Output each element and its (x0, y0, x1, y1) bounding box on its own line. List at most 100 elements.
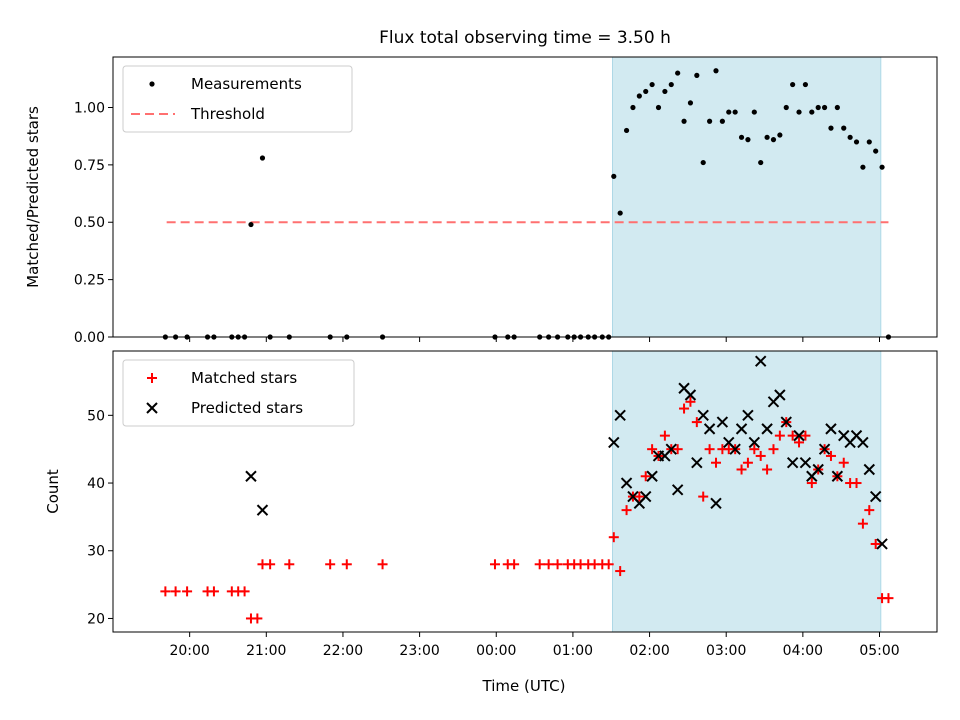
matched-star-marker (883, 593, 894, 604)
marker-stroke (786, 457, 799, 469)
measurement-point (815, 104, 821, 111)
matched-star-marker (838, 457, 849, 468)
predicted-star-marker (646, 470, 658, 482)
measurement-point (636, 93, 642, 99)
matched-star-marker (762, 464, 773, 475)
y-axis-label: Matched/Predicted stars (24, 106, 42, 288)
measurement-point (700, 159, 706, 166)
matched-star-marker (341, 559, 352, 570)
marker-stroke (869, 490, 882, 503)
predicted-star-marker (754, 355, 767, 367)
marker-stroke (793, 429, 805, 442)
marker-stroke (838, 429, 850, 442)
predicted-star-marker (876, 538, 888, 550)
matched-star-marker (672, 444, 683, 455)
measurement-point (719, 118, 725, 124)
matched-star-marker (160, 586, 171, 597)
measurement-point (662, 88, 668, 95)
matched-star-marker (787, 430, 798, 441)
measurement-point (834, 104, 840, 111)
measurement-point (259, 155, 266, 161)
measurement-point (630, 104, 636, 111)
predicted-star-marker (608, 436, 620, 449)
marker-stroke (831, 470, 844, 482)
x-tick-label: 05:00 (859, 643, 899, 659)
measurement-point (611, 173, 617, 179)
measurement-point (770, 137, 777, 143)
matched-star-marker (615, 566, 626, 577)
matched-star-marker (698, 491, 709, 502)
series-matched-stars (160, 396, 894, 624)
marker-stroke (774, 389, 786, 401)
predicted-star-marker (761, 423, 773, 435)
measurement-point (860, 164, 866, 170)
y-tick-label: 30 (87, 544, 105, 560)
marker-stroke (754, 355, 767, 367)
legend-label: Measurements (191, 75, 302, 93)
marker-stroke (256, 504, 269, 516)
matched-star-marker (608, 532, 619, 543)
matched-star-marker (534, 559, 545, 570)
predicted-star-marker (742, 409, 754, 422)
x-tick-label: 20:00 (169, 643, 209, 659)
matched-star-marker (679, 403, 690, 414)
predicted-star-marker (825, 423, 837, 435)
matched-star-marker (710, 457, 721, 468)
predicted-star-marker (710, 497, 722, 510)
predicted-star-marker (691, 457, 703, 469)
legend-label: Predicted stars (191, 399, 303, 417)
y-tick-label: 1.00 (74, 100, 105, 116)
x-tick-label: 01:00 (553, 643, 593, 659)
matched-star-marker (851, 478, 862, 489)
measurement-point (802, 81, 809, 88)
x-tick-label: 02:00 (629, 643, 669, 659)
marker-stroke (646, 470, 658, 482)
observing-window-shade (612, 350, 882, 633)
measurement-point (643, 88, 649, 95)
legend: Measurements Threshold (122, 65, 353, 133)
y-tick-label: 0.75 (74, 158, 105, 174)
matched-star-marker (864, 505, 875, 516)
matched-star-marker (489, 559, 500, 570)
series-predicted-stars (245, 355, 888, 550)
measurement-point (764, 134, 770, 140)
matched-star-marker (647, 444, 658, 455)
measurement-point (726, 109, 732, 115)
measurement-point (668, 81, 674, 88)
marker-stroke (678, 382, 690, 394)
marker-stroke (640, 490, 652, 503)
predicted-star-marker (146, 402, 158, 414)
marker-stroke (850, 429, 863, 442)
predicted-star-marker (869, 490, 882, 503)
measurement-point (751, 109, 757, 115)
matched-star-marker (825, 450, 836, 461)
marker-stroke (608, 436, 620, 449)
marker-stroke (614, 409, 626, 422)
plot-frame (112, 56, 938, 338)
predicted-star-marker (799, 457, 812, 469)
marker-stroke (723, 436, 735, 449)
matched-star-marker (325, 559, 336, 570)
legend-box (122, 65, 353, 133)
predicted-star-marker (780, 416, 792, 428)
predicted-star-marker (716, 416, 729, 428)
measurement-point (853, 139, 860, 145)
marker-stroke (761, 423, 773, 435)
y-tick-label: 20 (87, 611, 105, 627)
marker-stroke (671, 484, 684, 496)
predicted-star-marker (831, 470, 844, 482)
marker-stroke (825, 423, 837, 435)
predicted-star-marker (863, 463, 875, 476)
predicted-star-marker (774, 389, 786, 401)
predicted-star-marker (614, 409, 626, 422)
measurement-point (873, 148, 879, 154)
measurement-point (675, 70, 681, 76)
measurement-point (758, 159, 764, 166)
matched-star-marker (170, 586, 181, 597)
x-axis-label: Time (UTC) (482, 677, 566, 695)
matched-star-marker (208, 586, 219, 597)
matched-star-marker (239, 586, 250, 597)
matched-star-marker (147, 373, 157, 383)
measurement-point (732, 109, 738, 115)
